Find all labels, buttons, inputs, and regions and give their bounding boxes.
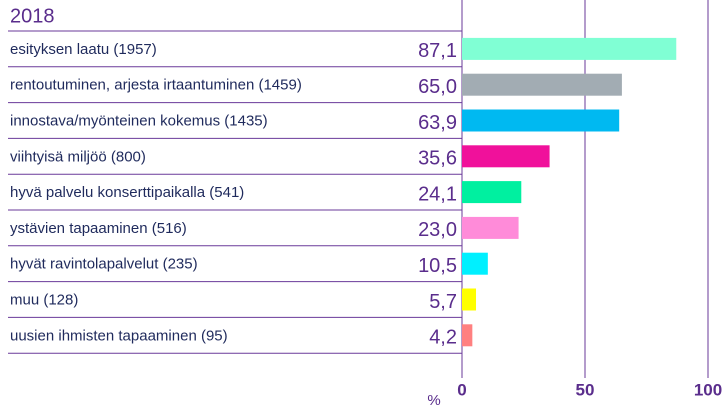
- bar: [462, 181, 522, 204]
- category-label: viihtyisä miljöö (800): [10, 148, 146, 165]
- value-label: 65,0: [418, 76, 457, 98]
- bar: [462, 109, 620, 132]
- bar: [462, 145, 550, 168]
- category-label: ystävien tapaaminen (516): [10, 220, 187, 237]
- x-tick-label: 50: [576, 380, 595, 399]
- value-label: 5,7: [429, 291, 457, 313]
- value-label: 63,9: [418, 112, 457, 134]
- category-label: innostava/myönteinen kokemus (1435): [10, 112, 268, 129]
- category-label: esityksen laatu (1957): [10, 41, 157, 58]
- x-tick-label: 100: [694, 380, 722, 399]
- bar: [462, 216, 519, 239]
- value-label: 24,1: [418, 183, 457, 205]
- x-tick-label: 0: [457, 380, 466, 399]
- value-label: 87,1: [418, 40, 457, 62]
- category-label: rentoutuminen, arjesta irtaantuminen (14…: [10, 77, 302, 94]
- x-axis-label: %: [427, 392, 440, 409]
- bar: [462, 73, 622, 96]
- category-label: hyvä palvelu konserttipaikalla (541): [10, 184, 244, 201]
- bar: [462, 324, 473, 347]
- value-label: 23,0: [418, 219, 457, 241]
- category-label: uusien ihmisten tapaaminen (95): [10, 327, 228, 344]
- value-label: 35,6: [418, 148, 457, 170]
- value-label: 10,5: [418, 255, 457, 277]
- category-label: muu (128): [10, 291, 78, 308]
- bar: [462, 288, 477, 311]
- value-label: 4,2: [429, 327, 457, 349]
- chart-title: 2018: [10, 5, 55, 27]
- bar: [462, 37, 677, 60]
- category-label: hyvät ravintolapalvelut (235): [10, 256, 198, 273]
- bar: [462, 252, 488, 275]
